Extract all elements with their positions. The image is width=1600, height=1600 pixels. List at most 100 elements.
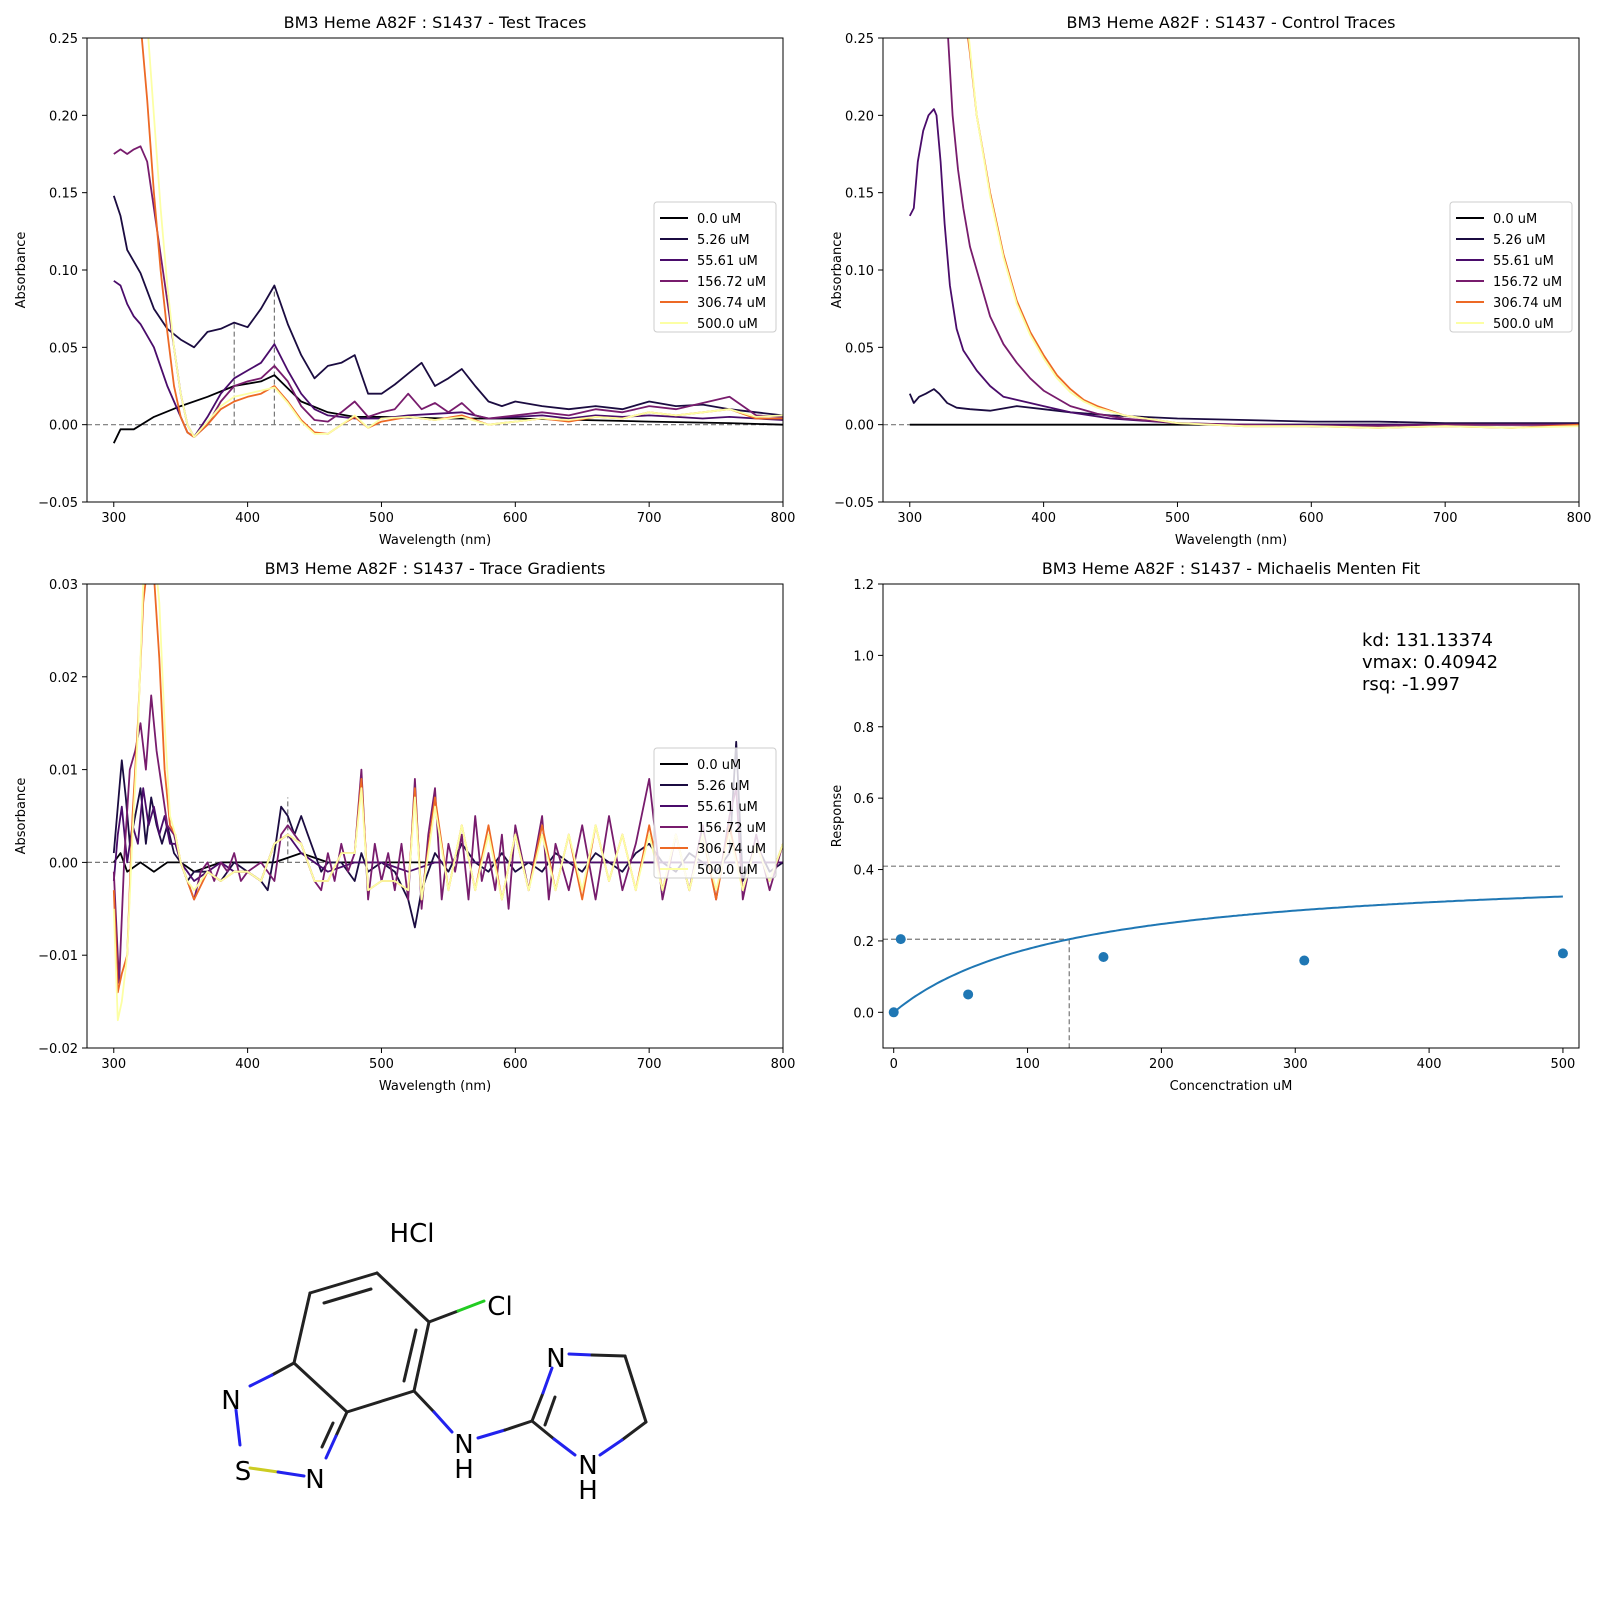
y-tick-label: 0.10 <box>49 264 78 279</box>
bond <box>590 1353 627 1358</box>
bond <box>270 1361 296 1377</box>
y-tick-label: 0.05 <box>845 341 874 356</box>
bond <box>620 1420 648 1442</box>
x-tick-label: 800 <box>771 511 796 526</box>
x-tick-label: 100 <box>1015 1057 1040 1072</box>
x-tick-label: 300 <box>1283 1057 1308 1072</box>
bond <box>248 1466 280 1474</box>
atom-n: N <box>546 1344 565 1374</box>
bond <box>427 1309 460 1324</box>
plot-frame <box>86 583 784 1049</box>
bond <box>543 1395 557 1427</box>
x-tick-label: 400 <box>235 511 260 526</box>
bond <box>432 1410 454 1434</box>
bond <box>234 1408 242 1447</box>
y-tick-label: 1.0 <box>853 649 874 664</box>
x-tick-label: 700 <box>637 1057 662 1072</box>
x-axis-label: Wavelength (nm) <box>379 533 491 548</box>
y-tick-label: −0.05 <box>38 496 78 511</box>
y-axis-label: Absorbance <box>14 778 29 855</box>
chart-panel-4: BM3 Heme A82F : S1437 - Michaelis Menten… <box>830 559 1580 1094</box>
y-tick-label: 0.05 <box>49 341 78 356</box>
atom-h: H <box>578 1476 598 1506</box>
data-point <box>1098 951 1109 962</box>
chart-panels: BM3 Heme A82F : S1437 - Test Traces Wavel… <box>14 13 1591 1094</box>
bond <box>623 1354 648 1424</box>
molecule-atoms: HCl Cl N S N N H N N H <box>221 1219 598 1506</box>
y-axis-label: Absorbance <box>830 232 845 309</box>
x-tick-label: 500 <box>1551 1057 1576 1072</box>
chart-panel-1: BM3 Heme A82F : S1437 - Test Traces Wavel… <box>14 13 795 548</box>
legend-entry: 306.74 uM <box>697 842 766 857</box>
bond <box>324 1434 338 1460</box>
x-tick-label: 500 <box>369 511 394 526</box>
atom-s: S <box>235 1457 252 1487</box>
data-point <box>888 1007 899 1018</box>
data-point <box>895 934 906 945</box>
bond <box>402 1328 418 1383</box>
y-tick-label: 0.02 <box>49 671 78 686</box>
chart-title: BM3 Heme A82F : S1437 - Test Traces <box>284 13 587 32</box>
x-tick-label: 600 <box>503 511 528 526</box>
bond <box>541 1366 554 1395</box>
legend: 0.0 uM 5.26 uM 55.61 uM 156.72 uM 306.74 uM 5… <box>1449 201 1573 333</box>
series-line-6 <box>112 584 783 1022</box>
plot-area <box>87 38 783 444</box>
bond <box>456 1299 486 1313</box>
bond <box>345 1389 416 1414</box>
bond <box>552 1437 577 1457</box>
legend-entry: 5.26 uM <box>1493 233 1546 248</box>
bond <box>598 1438 624 1457</box>
data-point <box>1557 948 1568 959</box>
legend-entry: 500.0 uM <box>697 317 758 332</box>
molecule-bonds <box>234 1271 648 1478</box>
y-tick-label: 0.8 <box>853 721 874 736</box>
legend-entry: 156.72 uM <box>697 821 766 836</box>
y-tick-label: 0.25 <box>49 32 78 47</box>
bond <box>412 1389 436 1414</box>
bond <box>567 1352 594 1357</box>
legend-entry: 55.61 uM <box>697 800 758 815</box>
y-axis-label: Response <box>830 785 845 847</box>
bond <box>308 1271 379 1295</box>
x-axis-label: Concenctration uM <box>1170 1079 1293 1094</box>
y-tick-label: 0.01 <box>49 764 78 779</box>
bond <box>276 1470 306 1478</box>
y-tick-label: −0.02 <box>38 1042 78 1057</box>
series-line-2 <box>908 388 1579 425</box>
plot-area <box>87 584 783 1022</box>
atom-cl: Cl <box>487 1292 512 1322</box>
y-tick-label: 0.20 <box>845 109 874 124</box>
plot-frame <box>86 37 784 503</box>
x-tick-label: 700 <box>1433 511 1458 526</box>
x-tick-label: 400 <box>235 1057 260 1072</box>
plot-area <box>883 865 1568 1048</box>
y-tick-label: 0.03 <box>49 578 78 593</box>
atom-n: N <box>454 1430 473 1460</box>
series-line-3 <box>113 280 783 438</box>
series-line-4 <box>113 145 783 438</box>
legend-entry: 0.0 uM <box>697 212 741 227</box>
x-tick-label: 600 <box>503 1057 528 1072</box>
legend-entry: 500.0 uM <box>697 863 758 878</box>
legend-entry: 5.26 uM <box>697 779 750 794</box>
fit-annotation: rsq: -1.997 <box>1362 674 1460 695</box>
chart-panel-3: BM3 Heme A82F : S1437 - Trace Gradients W… <box>14 559 795 1094</box>
series-line-2 <box>112 195 783 417</box>
atom-n: N <box>221 1386 240 1416</box>
legend-entry: 0.0 uM <box>1493 212 1537 227</box>
legend-entry: 500.0 uM <box>1493 317 1554 332</box>
bond <box>292 1361 349 1414</box>
fit-curve <box>893 895 1563 1014</box>
x-tick-label: 700 <box>637 511 662 526</box>
y-tick-label: 0.0 <box>853 1006 874 1021</box>
x-tick-label: 600 <box>1299 511 1324 526</box>
fit-annotation: vmax: 0.40942 <box>1362 652 1498 673</box>
y-tick-label: 0.15 <box>845 187 874 202</box>
y-tick-label: 0.20 <box>49 109 78 124</box>
y-tick-label: 0.00 <box>49 856 78 871</box>
y-tick-label: −0.05 <box>834 496 874 511</box>
atom-n: N <box>578 1451 597 1481</box>
bond <box>476 1428 507 1440</box>
x-tick-label: 300 <box>897 511 922 526</box>
